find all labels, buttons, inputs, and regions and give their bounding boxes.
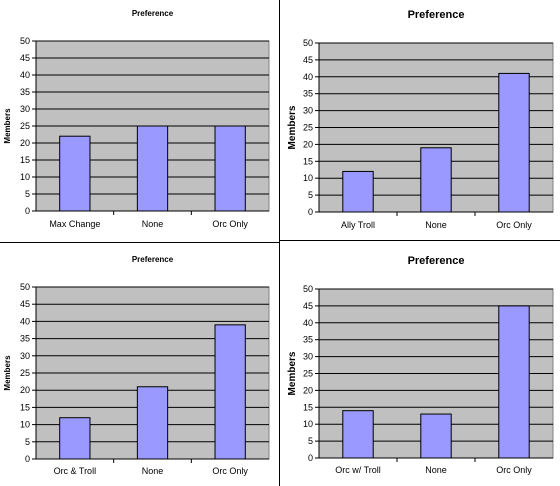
bar xyxy=(136,386,169,460)
x-category-label: Orc Only xyxy=(212,219,248,229)
bar xyxy=(136,125,169,212)
y-tick-label: 35 xyxy=(20,334,30,344)
y-tick-label: 25 xyxy=(303,369,313,379)
bar xyxy=(59,135,91,212)
y-tick-label: 0 xyxy=(25,454,30,464)
y-tick-label: 25 xyxy=(20,121,30,131)
y-tick-label: 15 xyxy=(20,155,30,165)
y-tick-label: 50 xyxy=(20,36,30,46)
y-axis-label: Members xyxy=(287,105,298,149)
bar xyxy=(498,72,530,213)
bar xyxy=(214,324,246,460)
y-tick-label: 10 xyxy=(20,420,30,430)
chart-top-left: 0 5 10 15 20 25 30 35 40 45 50 Max Change None Orc On… xyxy=(3,9,270,229)
x-category-label: None xyxy=(142,219,164,229)
y-tick-label: 30 xyxy=(20,104,30,114)
y-tick-label: 35 xyxy=(303,335,313,345)
y-tick-label: 5 xyxy=(25,189,30,199)
y-tick-label: 20 xyxy=(20,138,30,148)
y-tick-label: 40 xyxy=(20,70,30,80)
y-tick-label: 0 xyxy=(308,453,313,463)
y-tick-label: 45 xyxy=(20,299,30,309)
horizontal-divider-right xyxy=(279,240,560,241)
y-tick-label: 50 xyxy=(303,284,313,294)
chart-bottom-left: 0 5 10 15 20 25 30 35 40 45 50 Orc & Troll None Orc O… xyxy=(3,255,270,476)
y-tick-label: 25 xyxy=(303,123,313,133)
y-tick-label: 40 xyxy=(303,318,313,328)
y-tick-label: 45 xyxy=(303,301,313,311)
bar xyxy=(214,125,246,212)
y-axis-label: Members xyxy=(3,108,12,144)
bar xyxy=(59,417,91,460)
x-category-label: Orc & Troll xyxy=(54,466,97,476)
chart-title: Preference xyxy=(408,255,465,267)
y-tick-label: 5 xyxy=(308,436,313,446)
chart-top-right: 0 5 10 15 20 25 30 35 40 45 50 Ally Troll None Orc On… xyxy=(287,9,554,230)
y-tick-label: 20 xyxy=(303,385,313,395)
y-tick-label: 40 xyxy=(303,72,313,82)
y-axis-label: Members xyxy=(3,355,12,391)
y-tick-label: 10 xyxy=(303,419,313,429)
bar xyxy=(420,413,452,459)
y-tick-label: 15 xyxy=(20,402,30,412)
y-tick-label: 10 xyxy=(20,172,30,182)
x-category-label: Orc Only xyxy=(496,220,532,230)
y-tick-label: 50 xyxy=(20,282,30,292)
x-category-label: Max Change xyxy=(49,219,100,229)
y-tick-label: 40 xyxy=(20,316,30,326)
x-category-label: Orc Only xyxy=(496,465,532,475)
y-tick-label: 0 xyxy=(308,207,313,217)
y-tick-label: 20 xyxy=(20,385,30,395)
y-tick-label: 10 xyxy=(303,173,313,183)
vertical-divider xyxy=(279,0,280,486)
y-tick-label: 45 xyxy=(303,55,313,65)
y-tick-label: 30 xyxy=(303,106,313,116)
x-category-label: Orc w/ Troll xyxy=(335,465,381,475)
y-tick-label: 25 xyxy=(20,368,30,378)
y-tick-label: 35 xyxy=(20,87,30,97)
chart-title: Preference xyxy=(132,255,174,264)
x-category-label: None xyxy=(142,466,164,476)
x-category-label: Orc Only xyxy=(212,466,248,476)
bar xyxy=(498,305,530,459)
x-category-label: Ally Troll xyxy=(341,220,375,230)
y-axis-label: Members xyxy=(287,351,298,395)
y-tick-label: 35 xyxy=(303,89,313,99)
y-tick-label: 20 xyxy=(303,139,313,149)
chart-title: Preference xyxy=(132,9,174,18)
y-tick-label: 50 xyxy=(303,38,313,48)
y-tick-label: 45 xyxy=(20,53,30,63)
y-tick-label: 5 xyxy=(25,437,30,447)
bar xyxy=(342,410,374,459)
horizontal-divider-left xyxy=(0,242,279,243)
y-tick-label: 5 xyxy=(308,190,313,200)
y-tick-label: 30 xyxy=(303,352,313,362)
y-tick-label: 0 xyxy=(25,206,30,216)
y-tick-label: 15 xyxy=(303,402,313,412)
y-tick-label: 15 xyxy=(303,156,313,166)
y-tick-label: 30 xyxy=(20,351,30,361)
chart-bottom-right: 0 5 10 15 20 25 30 35 40 45 50 Orc w/ Troll None Orc … xyxy=(287,255,554,475)
x-category-label: None xyxy=(425,465,447,475)
x-category-label: None xyxy=(425,220,447,230)
chart-title: Preference xyxy=(408,9,465,21)
bar xyxy=(342,170,374,213)
bar xyxy=(420,147,452,213)
